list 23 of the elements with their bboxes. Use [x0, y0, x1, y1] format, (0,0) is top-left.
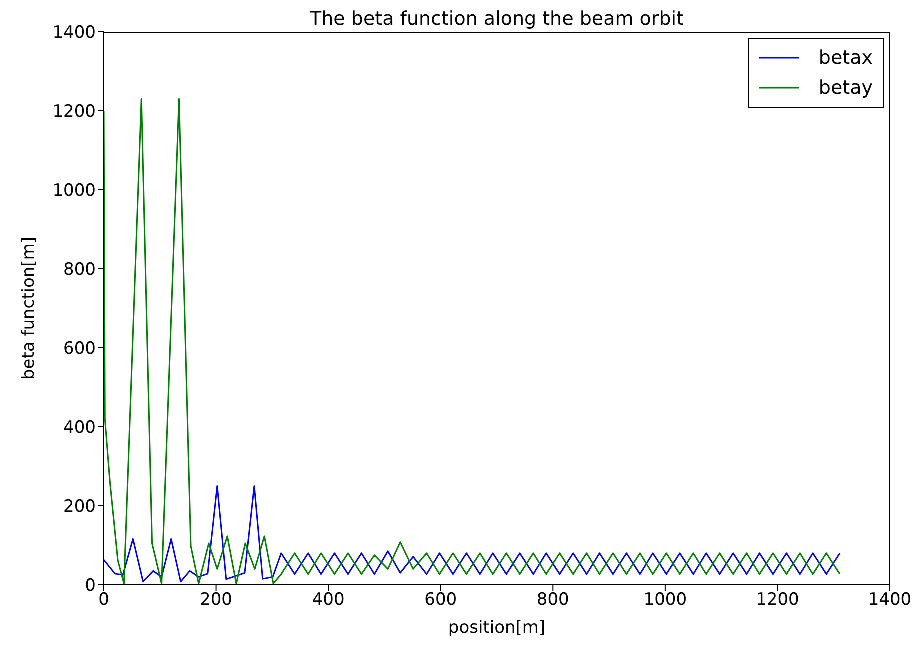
- chart-title: The beta function along the beam orbit: [309, 8, 685, 30]
- y-tick-label: 1200: [52, 102, 96, 122]
- x-tick-label: 0: [98, 590, 110, 610]
- y-tick-label: 1000: [52, 181, 96, 202]
- line-series: [104, 486, 841, 583]
- x-tick-label: 1000: [644, 590, 688, 610]
- y-axis-title: beta function[m]: [19, 236, 40, 380]
- x-axis-title: position[m]: [448, 618, 546, 638]
- line-series: [104, 98, 841, 585]
- x-tick-label: 800: [536, 590, 570, 610]
- y-tick-label: 200: [64, 497, 96, 518]
- y-tick-label: 800: [64, 260, 96, 280]
- y-tick-label: 600: [64, 339, 96, 360]
- x-tick-label: 1400: [868, 590, 912, 610]
- legend-label: betax: [818, 47, 873, 69]
- x-tick-label: 1200: [756, 590, 800, 610]
- legend-label: betay: [818, 77, 873, 99]
- x-tick-label: 200: [200, 590, 233, 610]
- y-tick-label: 0: [85, 576, 96, 596]
- y-tick-label: 1400: [52, 23, 96, 44]
- x-tick-label: 400: [312, 590, 345, 610]
- y-tick-label: 400: [64, 418, 96, 438]
- x-tick-label: 600: [424, 590, 458, 610]
